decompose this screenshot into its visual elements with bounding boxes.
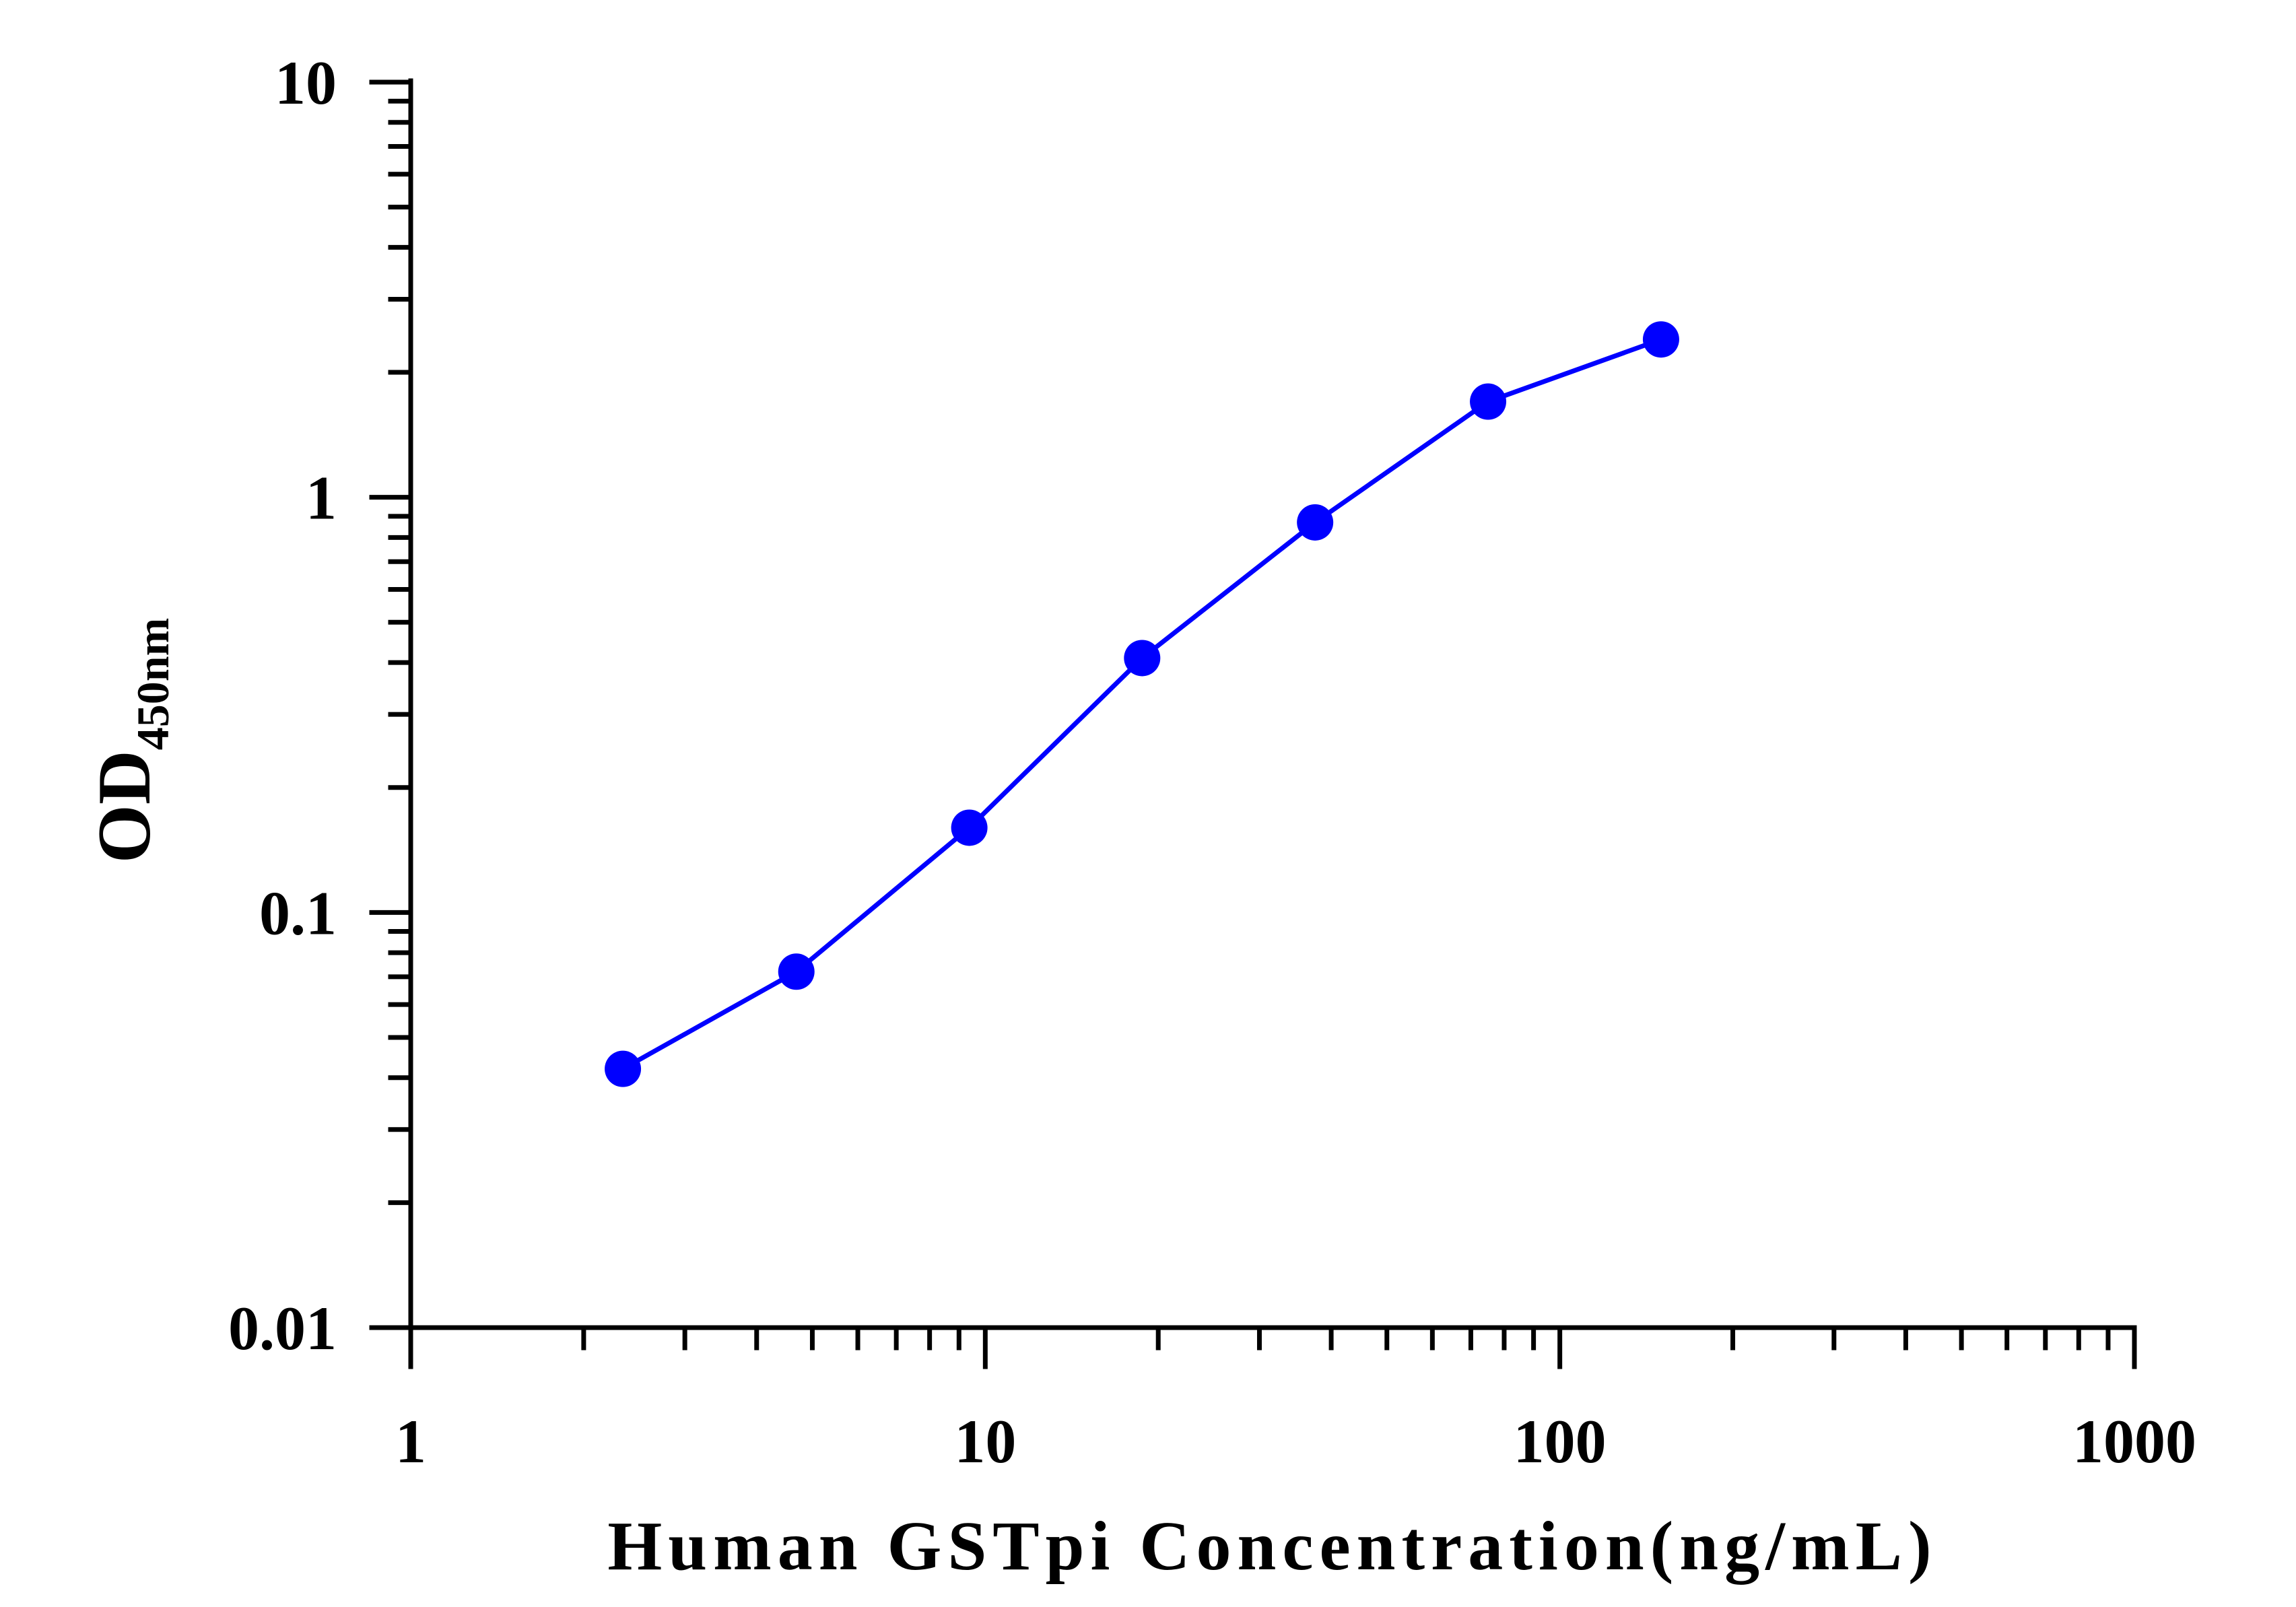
data-point [1297,504,1334,541]
y-axis-title-subscript: 450nm [127,618,178,750]
data-point [605,1050,642,1087]
y-axis-title: OD450nm [83,618,178,863]
axes [408,78,2137,1330]
data-point [951,809,988,846]
y-tick-label: 0.01 [228,1294,337,1363]
y-tick-label: 10 [275,48,337,117]
series-layer [605,321,1679,1087]
y-tick-label: 1 [306,464,337,533]
x-axis-title: Human GSTpi Concentration(ng/mL) [607,1507,1937,1585]
y-tick-label: 0.1 [259,879,337,947]
data-point [1642,321,1679,358]
data-point [1124,640,1161,677]
y-axis-title-main: OD [83,750,166,863]
x-tick-label: 1000 [2072,1407,2196,1476]
x-tick-label: 10 [954,1407,1016,1476]
x-tick-label: 1 [395,1407,426,1476]
tick-labels: 0.01 0.1 1 10 1 10 100 1000 [228,48,2196,1476]
data-point [778,953,815,990]
ticks [369,79,2137,1369]
series-line [620,337,1664,1072]
x-tick-label: 100 [1514,1407,1607,1476]
data-point [1470,383,1507,420]
